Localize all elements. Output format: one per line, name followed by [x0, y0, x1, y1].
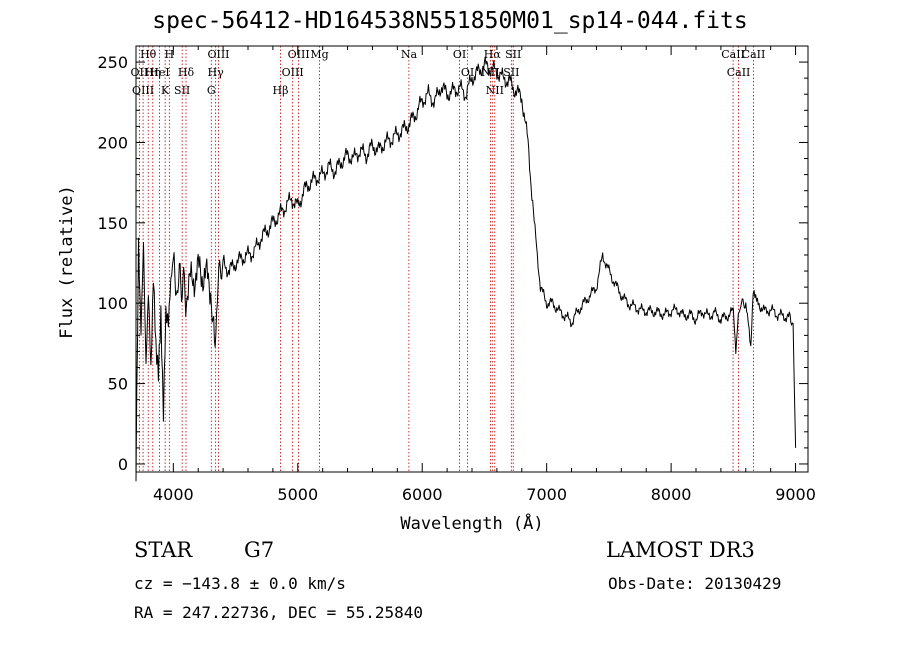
line-marker-label: OIII — [132, 84, 154, 97]
line-marker-label: NII — [481, 66, 499, 79]
object-class: STAR — [134, 538, 193, 562]
line-marker-label: Hβ — [273, 84, 289, 97]
y-axis-label: Flux (relative) — [57, 185, 77, 339]
line-marker-label: Mg — [310, 48, 328, 61]
x-tick-label: 7000 — [526, 485, 567, 504]
object-subclass: G7 — [244, 538, 275, 562]
emission-line-markers — [138, 46, 754, 472]
line-marker-label: HeI — [149, 66, 169, 79]
line-marker-label: CaII — [727, 66, 751, 79]
plot-frame — [135, 45, 809, 473]
line-marker-label: OI — [461, 66, 474, 79]
line-marker-label: Hα — [484, 48, 502, 61]
chart-title: spec-56412-HD164538N551850M01_sp14-044.f… — [152, 8, 748, 34]
y-tick-label: 200 — [97, 133, 128, 152]
spectrum-series-group — [135, 56, 797, 482]
line-marker-label: CaII — [742, 48, 766, 61]
x-tick-label: 4000 — [153, 485, 194, 504]
y-tick-label: 0 — [118, 455, 128, 474]
ra-dec-coordinates: RA = 247.22736, DEC = 55.25840 — [134, 603, 423, 622]
line-marker-label: NII — [486, 84, 504, 97]
line-marker-label: OIII — [282, 66, 304, 79]
line-marker-label: H — [165, 48, 175, 61]
line-marker-label: OII — [131, 66, 149, 79]
line-marker-label: SII — [505, 48, 521, 61]
line-marker-label: SII — [174, 84, 190, 97]
y-tick-label: 250 — [97, 53, 128, 72]
line-marker-label: OI — [453, 48, 466, 61]
line-marker-label: Hθ — [140, 48, 157, 61]
y-tick-label: 100 — [97, 294, 128, 313]
redshift-velocity: cz = −143.8 ± 0.0 km/s — [134, 574, 346, 593]
spectrum-line — [135, 56, 797, 482]
x-tick-label: 5000 — [277, 485, 318, 504]
observation-date: Obs-Date: 20130429 — [608, 574, 782, 593]
survey-name: LAMOST DR3 — [606, 538, 755, 562]
x-axis-label: Wavelength (Å) — [400, 512, 543, 534]
line-marker-label: CaII — [721, 48, 745, 61]
line-marker-label: Hδ — [178, 66, 195, 79]
x-tick-label: 6000 — [402, 485, 443, 504]
line-marker-label: OIII — [207, 48, 229, 61]
x-tick-label: 9000 — [775, 485, 816, 504]
line-marker-label: Hη — [145, 66, 161, 79]
axis-tick-labels: 4000 5000 6000 7000 8000 9000 0 50 100 150 200 250 — [97, 53, 815, 504]
x-tick-label: 8000 — [651, 485, 692, 504]
axes-frame — [135, 45, 809, 473]
line-marker-label: K — [161, 84, 170, 97]
y-tick-label: 50 — [108, 375, 128, 394]
line-marker-label: Hγ — [208, 66, 225, 79]
line-marker-label: SII — [503, 66, 519, 79]
line-marker-label: OIII — [288, 48, 310, 61]
line-marker-label: Na — [401, 48, 418, 61]
axis-ticks — [136, 46, 808, 472]
y-tick-label: 150 — [97, 214, 128, 233]
line-marker-label: G — [207, 84, 216, 97]
